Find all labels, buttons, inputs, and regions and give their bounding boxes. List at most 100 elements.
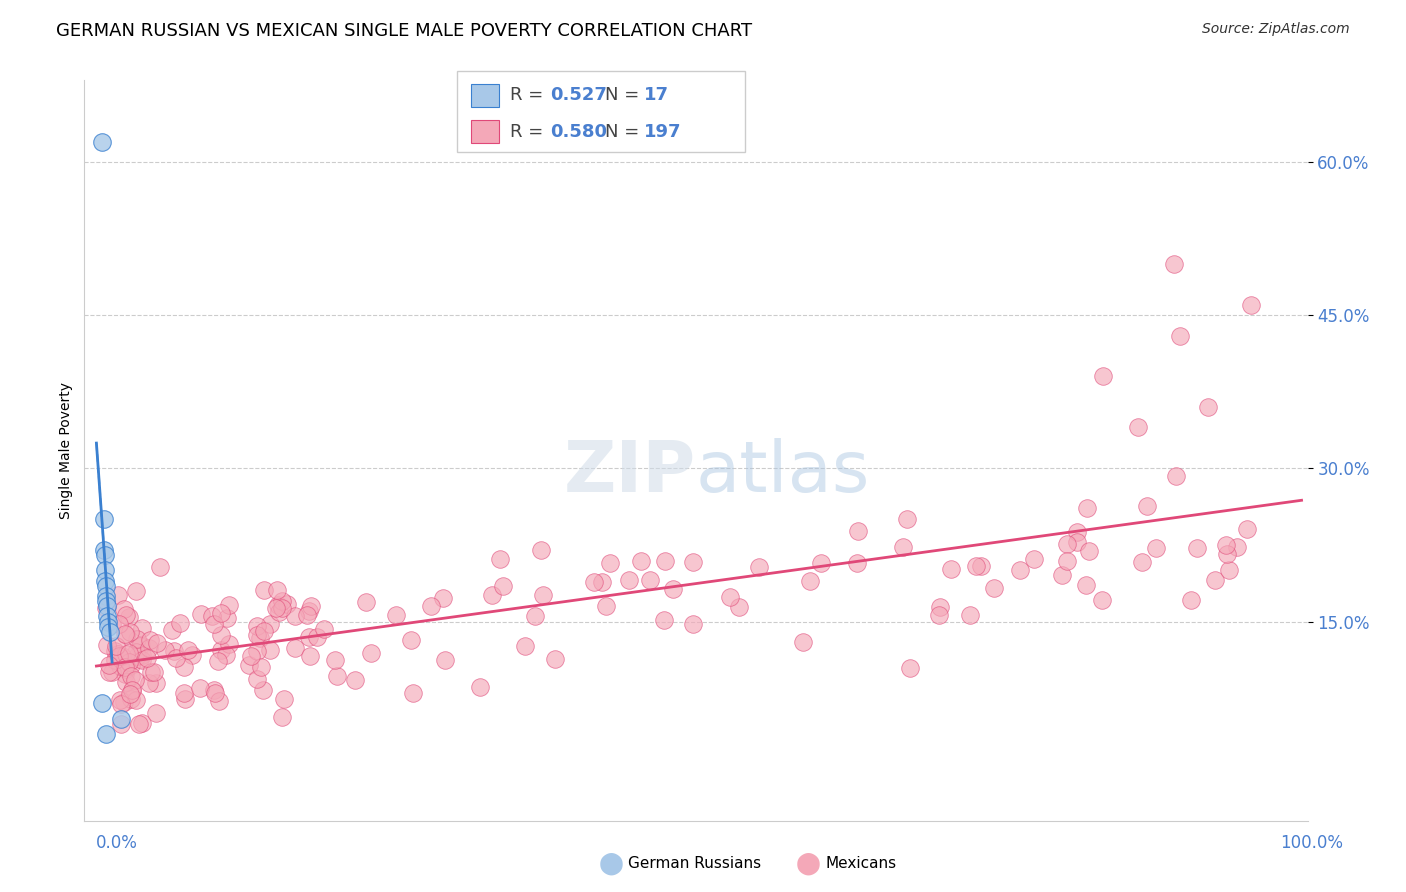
Point	[131, 638, 153, 652]
Point	[1164, 469, 1187, 483]
Point	[959, 608, 981, 623]
Point	[1197, 400, 1219, 414]
Point	[190, 607, 212, 622]
Point	[939, 561, 962, 575]
Point	[1215, 539, 1237, 553]
Point	[96, 609, 118, 624]
Text: GERMAN RUSSIAN VS MEXICAN SINGLE MALE POVERTY CORRELATION CHART: GERMAN RUSSIAN VS MEXICAN SINGLE MALE PO…	[56, 22, 752, 40]
Point	[246, 619, 269, 633]
Point	[98, 658, 121, 673]
Point	[401, 633, 423, 648]
Point	[718, 590, 741, 604]
Point	[1008, 563, 1031, 577]
Point	[96, 638, 118, 652]
Point	[138, 641, 160, 656]
Point	[114, 666, 136, 681]
Point	[94, 600, 117, 615]
Point	[209, 642, 232, 657]
Point	[928, 600, 950, 615]
Point	[176, 643, 198, 657]
Point	[1056, 554, 1078, 568]
Y-axis label: Single Male Poverty: Single Male Poverty	[59, 382, 73, 519]
Point	[250, 660, 273, 674]
Point	[202, 683, 225, 698]
Point	[101, 616, 124, 631]
Point	[142, 665, 165, 680]
Point	[131, 653, 153, 667]
Point	[174, 692, 197, 706]
Point	[728, 600, 751, 615]
Point	[792, 635, 814, 649]
Point	[118, 656, 141, 670]
Point	[799, 574, 821, 588]
Text: ZIP: ZIP	[564, 438, 696, 508]
Point	[117, 610, 139, 624]
Point	[846, 524, 869, 538]
Text: 197: 197	[644, 122, 682, 141]
Point	[846, 556, 869, 570]
Point	[124, 645, 146, 659]
Point	[283, 608, 305, 623]
Point	[207, 654, 229, 668]
Point	[266, 598, 288, 612]
Point	[530, 543, 553, 558]
Point	[146, 636, 169, 650]
Point	[401, 686, 423, 700]
Point	[1240, 298, 1263, 312]
Point	[898, 661, 921, 675]
Point	[432, 591, 454, 606]
Text: ⬤: ⬤	[796, 852, 821, 875]
Point	[131, 716, 153, 731]
Point	[173, 686, 195, 700]
Point	[110, 716, 132, 731]
Point	[582, 574, 605, 589]
Point	[360, 647, 382, 661]
Point	[273, 691, 295, 706]
Point	[120, 692, 142, 706]
Point	[893, 540, 915, 554]
Point	[264, 601, 287, 615]
Point	[215, 648, 238, 663]
Point	[128, 716, 150, 731]
Point	[1163, 257, 1185, 271]
Point	[492, 579, 515, 593]
Point	[114, 660, 136, 674]
Point	[419, 599, 441, 614]
Point	[249, 631, 271, 645]
Text: 17: 17	[644, 87, 669, 104]
Point	[139, 632, 162, 647]
Point	[1216, 547, 1239, 561]
Point	[1091, 593, 1114, 607]
Point	[259, 642, 281, 657]
Point	[114, 675, 136, 690]
Point	[1144, 541, 1167, 555]
Point	[125, 583, 148, 598]
Point	[112, 695, 135, 709]
Point	[259, 617, 281, 632]
Point	[468, 680, 491, 694]
Point	[97, 619, 120, 633]
Point	[298, 648, 321, 663]
Point	[218, 599, 240, 613]
Point	[591, 574, 613, 589]
Point	[93, 543, 115, 558]
Point	[112, 602, 135, 616]
Point	[115, 662, 138, 676]
Point	[246, 672, 269, 686]
Point	[531, 588, 554, 602]
Point	[524, 608, 547, 623]
Point	[120, 687, 142, 701]
Point	[284, 640, 307, 655]
Point	[253, 624, 276, 638]
Point	[252, 682, 274, 697]
Point	[188, 681, 211, 695]
Point	[145, 676, 167, 690]
Point	[299, 599, 322, 614]
Point	[121, 682, 143, 697]
Point	[810, 556, 832, 570]
Point	[325, 653, 347, 667]
Point	[120, 658, 142, 673]
Point	[354, 595, 377, 609]
Point	[270, 710, 292, 724]
Point	[965, 558, 987, 573]
